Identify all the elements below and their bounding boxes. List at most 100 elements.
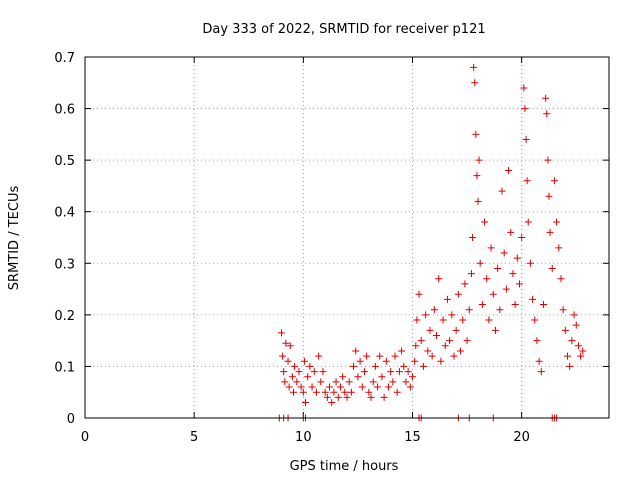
data-point bbox=[454, 290, 462, 298]
data-point bbox=[402, 378, 410, 386]
axis-ticks: 0 0.1 0.2 0.3 0.4 0.5 0.6 0.7 0 5 10 15 20 bbox=[54, 51, 609, 445]
data-point bbox=[433, 331, 441, 339]
data-point bbox=[323, 393, 331, 401]
data-point bbox=[469, 234, 477, 241]
data-point bbox=[406, 383, 414, 391]
data-point bbox=[471, 79, 479, 87]
data-point bbox=[483, 275, 491, 283]
data-point bbox=[487, 244, 495, 252]
data-point bbox=[354, 373, 362, 381]
data-point bbox=[443, 295, 451, 303]
y-tick-label: 0.6 bbox=[54, 103, 75, 118]
data-point bbox=[306, 362, 314, 370]
data-point bbox=[282, 339, 290, 347]
data-point bbox=[557, 275, 565, 283]
data-point bbox=[481, 218, 489, 226]
y-tick-label: 0.7 bbox=[54, 51, 75, 66]
data-point bbox=[315, 352, 323, 360]
data-point bbox=[312, 388, 320, 396]
data-point bbox=[467, 270, 475, 278]
y-axis-label: SRMTID / TECUs bbox=[7, 186, 22, 291]
data-point bbox=[439, 316, 447, 324]
data-point bbox=[389, 378, 397, 386]
data-point bbox=[339, 373, 347, 381]
data-point bbox=[529, 295, 537, 303]
data-point bbox=[302, 399, 310, 407]
data-point bbox=[537, 368, 545, 376]
data-point bbox=[304, 373, 312, 381]
data-point bbox=[288, 373, 296, 381]
data-point bbox=[472, 130, 480, 138]
data-point bbox=[505, 166, 513, 174]
data-point bbox=[515, 280, 523, 288]
data-point bbox=[553, 218, 561, 226]
data-point bbox=[280, 368, 288, 376]
data-point bbox=[352, 347, 360, 355]
data-point bbox=[491, 326, 499, 334]
data-point bbox=[356, 357, 364, 365]
data-point bbox=[513, 254, 521, 262]
data-point bbox=[286, 342, 294, 350]
data-point bbox=[542, 94, 550, 102]
data-point bbox=[461, 280, 469, 288]
y-tick-label: 0.4 bbox=[54, 206, 75, 221]
data-point bbox=[330, 388, 338, 396]
data-point bbox=[300, 357, 308, 365]
data-point bbox=[526, 259, 534, 267]
data-point bbox=[395, 368, 403, 376]
data-point bbox=[507, 228, 515, 236]
data-point bbox=[441, 342, 449, 350]
data-point bbox=[400, 362, 408, 370]
data-point bbox=[297, 383, 305, 391]
data-point bbox=[500, 249, 508, 257]
data-point bbox=[465, 306, 473, 314]
data-point bbox=[568, 337, 576, 345]
data-point bbox=[511, 301, 519, 309]
y-tick-label: 0 bbox=[67, 412, 75, 427]
data-point bbox=[533, 337, 541, 345]
data-point bbox=[360, 368, 368, 376]
data-point bbox=[489, 290, 497, 298]
data-point bbox=[332, 378, 340, 386]
data-point bbox=[496, 306, 504, 314]
data-point bbox=[281, 378, 289, 386]
data-point bbox=[523, 177, 531, 185]
data-point bbox=[475, 156, 483, 164]
data-point bbox=[476, 259, 484, 267]
data-points bbox=[275, 63, 587, 422]
data-point bbox=[380, 393, 388, 401]
data-point bbox=[520, 84, 528, 92]
data-point bbox=[524, 218, 532, 226]
data-point bbox=[561, 326, 569, 334]
data-point bbox=[419, 362, 427, 370]
data-point bbox=[457, 347, 465, 355]
data-point bbox=[310, 368, 318, 376]
data-point bbox=[334, 393, 342, 401]
data-point bbox=[393, 388, 401, 396]
data-point bbox=[378, 373, 386, 381]
data-point bbox=[435, 275, 443, 283]
data-point bbox=[494, 264, 502, 272]
x-tick-label: 5 bbox=[190, 430, 198, 445]
data-point bbox=[365, 388, 373, 396]
data-point bbox=[545, 192, 553, 200]
data-point bbox=[550, 177, 558, 185]
data-point bbox=[470, 63, 478, 71]
data-point bbox=[430, 306, 438, 314]
x-axis-label: GPS time / hours bbox=[290, 459, 399, 474]
data-point bbox=[345, 378, 353, 386]
data-point bbox=[413, 316, 421, 324]
x-tick-label: 20 bbox=[513, 430, 530, 445]
data-point bbox=[543, 110, 551, 118]
data-point bbox=[474, 197, 482, 205]
data-point bbox=[535, 357, 543, 365]
data-point bbox=[422, 311, 430, 319]
y-tick-label: 0.1 bbox=[54, 360, 75, 375]
data-point bbox=[278, 329, 285, 337]
data-point bbox=[577, 352, 585, 360]
data-point bbox=[566, 362, 574, 370]
data-point bbox=[284, 357, 292, 365]
data-point bbox=[540, 301, 547, 309]
data-point bbox=[308, 383, 316, 391]
